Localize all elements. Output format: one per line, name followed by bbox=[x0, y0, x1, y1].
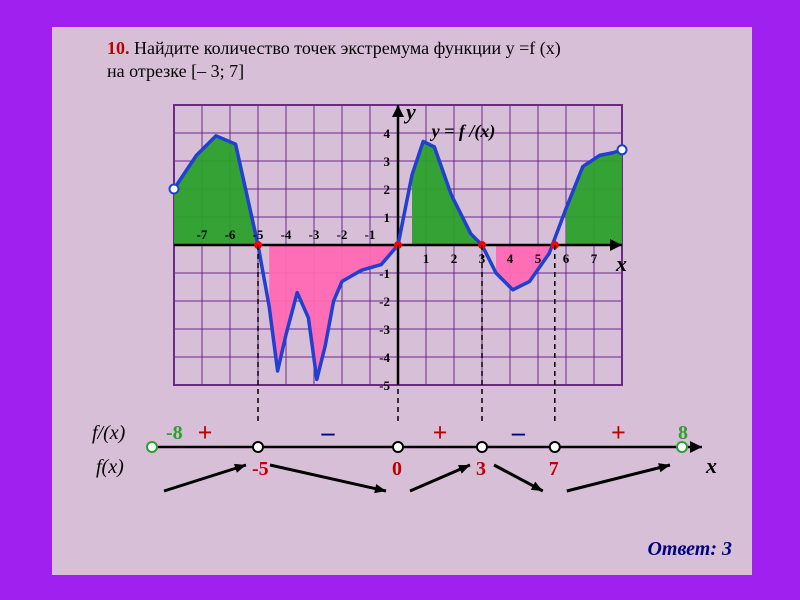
svg-text:-6: -6 bbox=[225, 227, 236, 242]
svg-text:6: 6 bbox=[563, 251, 570, 266]
svg-text:8: 8 bbox=[678, 422, 688, 444]
svg-text:+: + bbox=[611, 418, 626, 447]
svg-text:-5: -5 bbox=[252, 458, 269, 480]
question-line2: на отрезке [– 3; 7] bbox=[107, 61, 244, 81]
svg-text:-5: -5 bbox=[379, 378, 390, 393]
question-text: 10. Найдите количество точек экстремума … bbox=[107, 37, 707, 84]
svg-text:-5: -5 bbox=[253, 227, 264, 242]
svg-text:1: 1 bbox=[384, 210, 391, 225]
svg-text:-4: -4 bbox=[281, 227, 292, 242]
svg-text:–: – bbox=[511, 418, 526, 447]
svg-text:7: 7 bbox=[549, 458, 559, 480]
svg-text:f(x): f(x) bbox=[96, 456, 124, 478]
svg-text:3: 3 bbox=[476, 458, 486, 480]
svg-text:-3: -3 bbox=[309, 227, 320, 242]
svg-text:+: + bbox=[198, 418, 213, 447]
answer-text: Ответ: 3 bbox=[647, 538, 732, 561]
svg-text:+: + bbox=[433, 418, 448, 447]
svg-text:5: 5 bbox=[535, 251, 542, 266]
svg-text:-1: -1 bbox=[379, 266, 390, 281]
sign-svg: -8 8 f/(x) f(x) x -5 0 3 7 + – + – + bbox=[82, 411, 722, 521]
svg-text:-8: -8 bbox=[166, 422, 183, 444]
answer-value: 3 bbox=[722, 538, 732, 560]
svg-text:y: y bbox=[403, 99, 416, 124]
svg-text:-1: -1 bbox=[365, 227, 376, 242]
svg-text:y = f /(x): y = f /(x) bbox=[430, 121, 496, 142]
sign-diagram: -8 8 f/(x) f(x) x -5 0 3 7 + – + – + bbox=[82, 411, 722, 521]
svg-text:–: – bbox=[321, 418, 336, 447]
svg-text:2: 2 bbox=[384, 182, 391, 197]
svg-text:x: x bbox=[615, 251, 627, 276]
question-number: 10. bbox=[107, 38, 130, 58]
question-line1: Найдите количество точек экстремума функ… bbox=[134, 38, 561, 58]
svg-text:0: 0 bbox=[392, 458, 402, 480]
svg-text:1: 1 bbox=[423, 251, 430, 266]
svg-text:-2: -2 bbox=[379, 294, 390, 309]
svg-text:-2: -2 bbox=[337, 227, 348, 242]
svg-text:7: 7 bbox=[591, 251, 598, 266]
svg-text:-7: -7 bbox=[197, 227, 208, 242]
svg-text:f/(x): f/(x) bbox=[92, 422, 126, 444]
derivative-graph: -7-6-5-4-3-2-112345671234-1-2-3-4-5yxy =… bbox=[160, 105, 620, 430]
chart-svg: -7-6-5-4-3-2-112345671234-1-2-3-4-5yxy =… bbox=[160, 105, 620, 425]
svg-text:4: 4 bbox=[507, 251, 514, 266]
svg-text:3: 3 bbox=[384, 154, 391, 169]
answer-label: Ответ: bbox=[647, 538, 717, 560]
slide-frame: 10. Найдите количество точек экстремума … bbox=[50, 25, 754, 577]
svg-text:4: 4 bbox=[384, 126, 391, 141]
svg-text:x: x bbox=[705, 453, 717, 478]
svg-text:-4: -4 bbox=[379, 350, 390, 365]
svg-text:-3: -3 bbox=[379, 322, 390, 337]
svg-text:2: 2 bbox=[451, 251, 458, 266]
